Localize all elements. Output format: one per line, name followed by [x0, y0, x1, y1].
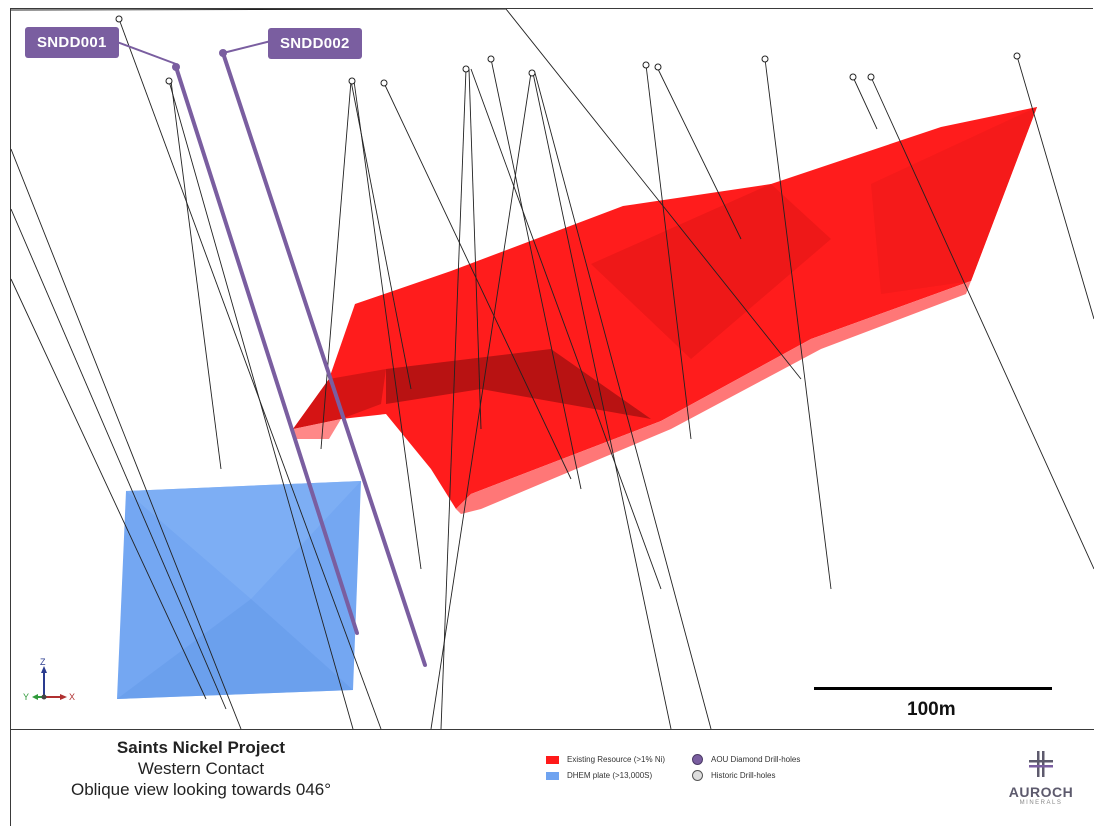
- historic-hole-trace: [11, 278, 207, 700]
- historic-hole-trace: [870, 76, 1094, 570]
- resource-underside: [456, 281, 971, 514]
- historic-collar: [487, 55, 495, 63]
- historic-hole-trace: [170, 80, 222, 470]
- resource-facet: [871, 107, 1037, 294]
- sndd001-trace: [174, 65, 359, 635]
- scale-bar: [814, 687, 1052, 690]
- historic-drill-holes: [11, 9, 1094, 729]
- axis-triad-svg: [32, 666, 67, 700]
- company-logo: AUROCH MINERALS: [1001, 749, 1081, 806]
- panel-divider: [11, 729, 1094, 730]
- historic-hole-trace: [11, 208, 227, 710]
- historic-hole-trace: [11, 9, 507, 11]
- y-axis-arrow: [32, 694, 38, 700]
- axis-origin: [41, 694, 47, 700]
- historic-hole-trace: [440, 68, 467, 729]
- sndd002-leader: [222, 40, 272, 54]
- legend-dot-historic: [692, 770, 703, 781]
- sndd002-trace: [221, 51, 427, 667]
- resource-facet: [591, 184, 831, 359]
- historic-hole-trace: [532, 72, 672, 729]
- project-subtitle: Western Contact: [137, 759, 265, 778]
- historic-hole-trace: [320, 80, 352, 450]
- historic-collar: [761, 55, 769, 63]
- legend-swatch-resource: [546, 755, 559, 764]
- historic-collar: [642, 61, 650, 69]
- resource-underside: [293, 419, 341, 439]
- legend-label-resource: Existing Resource (>1% Ni): [567, 755, 666, 764]
- view-description: Oblique view looking towards 046°: [70, 780, 332, 799]
- sndd001-collar: [172, 63, 180, 71]
- axis-y-label: Y: [23, 692, 30, 702]
- dhem-plate-facet: [117, 599, 353, 699]
- historic-collar: [462, 65, 470, 73]
- axis-triad: Z Y X: [23, 657, 91, 707]
- axis-x-label: X: [69, 692, 76, 702]
- historic-collar: [380, 79, 388, 87]
- legend-item-resource: Existing Resource (>1% Ni): [546, 755, 665, 764]
- historic-collar: [528, 69, 536, 77]
- historic-hole-trace: [852, 76, 878, 130]
- resource-solid: [293, 107, 1037, 514]
- legend-label-dhem: DHEM plate (>13,000S): [567, 771, 653, 780]
- historic-hole-trace: [468, 68, 482, 430]
- legend-label-historic: Historic Drill-holes: [711, 771, 776, 780]
- historic-hole-trace: [490, 58, 582, 490]
- project-title: Saints Nickel Project: [116, 738, 286, 757]
- legend-item-aou: AOU Diamond Drill-holes: [692, 754, 800, 765]
- historic-hole-trace: [168, 80, 354, 729]
- legend-label-aou: AOU Diamond Drill-holes: [711, 755, 801, 764]
- callout-sndd002[interactable]: SNDD002: [268, 28, 362, 59]
- logo-mark-icon: [1029, 751, 1053, 777]
- historic-hole-trace: [118, 18, 382, 729]
- title-block: Saints Nickel Project Western Contact Ob…: [51, 737, 351, 800]
- 3d-viewport[interactable]: SNDD001 SNDD002 Z Y X 100m: [11, 9, 1094, 729]
- scene-svg: [11, 9, 1094, 729]
- historic-hole-trace: [353, 80, 422, 570]
- historic-collar: [1013, 52, 1021, 60]
- scale-bar-label: 100m: [907, 699, 956, 720]
- historic-hole-trace: [430, 72, 532, 729]
- logo-name: AUROCH: [1008, 784, 1074, 800]
- historic-hole-trace: [383, 82, 572, 480]
- historic-collar: [867, 73, 875, 81]
- axis-z-label: Z: [40, 657, 46, 667]
- sndd001-leader: [108, 38, 177, 65]
- historic-hole-trace: [656, 66, 742, 240]
- historic-collar: [849, 73, 857, 81]
- legend-item-dhem: DHEM plate (>13,000S): [546, 771, 652, 780]
- dhem-plate-facet: [126, 481, 361, 599]
- historic-hole-trace: [11, 148, 242, 729]
- historic-hole-trace: [645, 64, 692, 440]
- historic-hole-trace: [470, 68, 662, 590]
- historic-hole-trace: [505, 9, 802, 380]
- resource-facet: [386, 349, 651, 419]
- logo-subtitle: MINERALS: [1019, 800, 1063, 806]
- historic-hole-trace: [534, 72, 712, 729]
- x-axis-arrow: [60, 694, 67, 700]
- historic-hole-trace: [764, 58, 832, 590]
- legend-swatch-dhem: [546, 771, 559, 780]
- dhem-plate: [117, 481, 361, 699]
- historic-collar: [115, 15, 123, 23]
- historic-collar: [654, 63, 662, 71]
- aou-drill-holes: [108, 38, 427, 667]
- historic-collar: [348, 77, 356, 85]
- legend-item-historic: Historic Drill-holes: [692, 770, 775, 781]
- historic-collar: [165, 77, 173, 85]
- legend-dot-aou: [692, 754, 703, 765]
- historic-hole-trace: [1016, 55, 1094, 320]
- figure-frame: SNDD001 SNDD002 Z Y X 100m Saints Nickel…: [10, 8, 1094, 826]
- resource-facet: [293, 369, 386, 429]
- z-axis-arrow: [41, 666, 47, 673]
- historic-collars: [115, 15, 1021, 87]
- callout-sndd001[interactable]: SNDD001: [25, 27, 119, 58]
